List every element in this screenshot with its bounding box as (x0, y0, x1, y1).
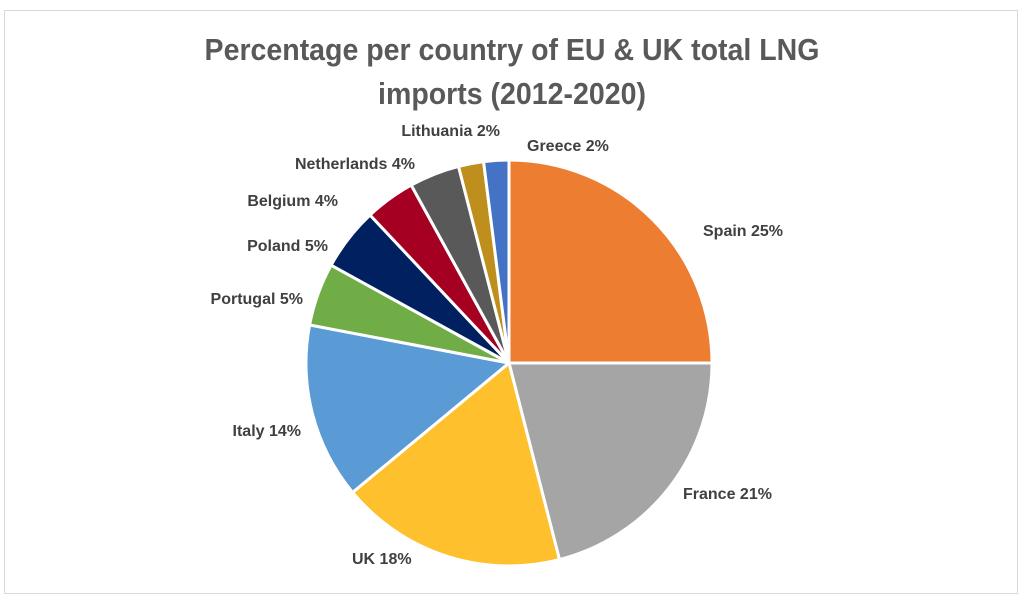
chart-title-line-2: imports (2012-2020) (378, 76, 646, 111)
data-label-italy: Italy 14% (233, 423, 301, 440)
chart-frame (4, 10, 1018, 594)
data-label-poland: Poland 5% (247, 238, 328, 255)
data-label-spain: Spain 25% (703, 223, 783, 240)
data-label-greece: Greece 2% (527, 138, 609, 155)
data-label-lithuania: Lithuania 2% (401, 123, 500, 140)
chart-title: Percentage per country of EU & UK total … (41, 28, 983, 116)
pie-slice-france (507, 361, 714, 562)
chart-title-line-1: Percentage per country of EU & UK total … (204, 32, 820, 67)
data-label-uk: UK 18% (352, 551, 412, 568)
data-label-portugal: Portugal 5% (211, 291, 303, 308)
data-label-belgium: Belgium 4% (247, 193, 338, 210)
pie-slice-uk (350, 360, 562, 568)
pie-slice-spain (507, 158, 714, 365)
data-label-netherlands: Netherlands 4% (295, 156, 415, 173)
data-label-france: France 21% (683, 486, 772, 503)
pie-slice-greece (481, 158, 511, 364)
pie-slice-italy (304, 323, 513, 495)
